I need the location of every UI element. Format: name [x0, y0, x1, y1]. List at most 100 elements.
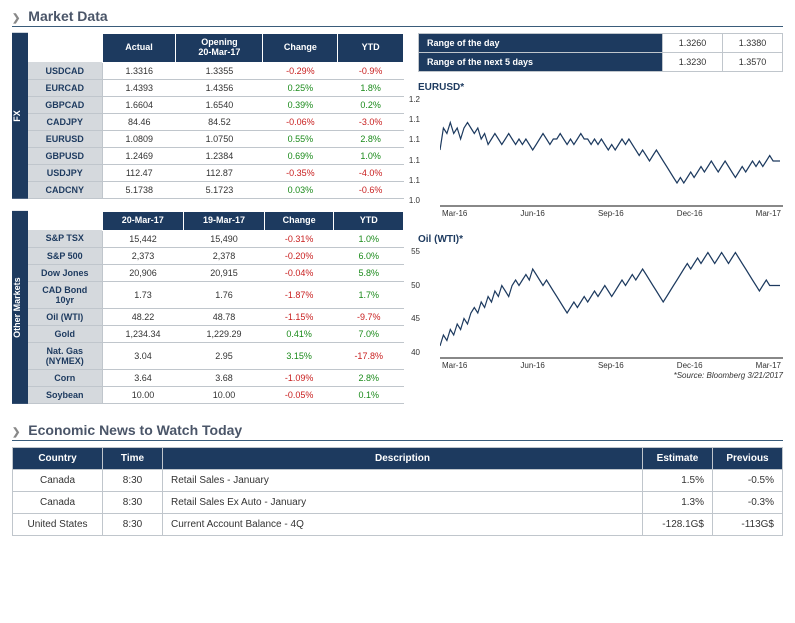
chart2-xaxis: Mar-16Jun-16Sep-16Dec-16Mar-17	[440, 361, 783, 370]
col-header: Previous	[713, 447, 783, 469]
range-table: Range of the day1.32601.3380Range of the…	[418, 33, 783, 72]
row-label: GBPCAD	[28, 96, 102, 113]
table-row: Gold1,234.341,229.290.41%7.0%	[28, 325, 404, 342]
table-row: Nat. Gas (NYMEX)3.042.953.15%-17.8%	[28, 342, 404, 369]
chart2-title: Oil (WTI)*	[418, 234, 783, 245]
xtick: Jun-16	[520, 209, 544, 218]
row-label: GBPUSD	[28, 147, 102, 164]
cell-change: -0.20%	[264, 247, 334, 264]
range-low: 1.3260	[663, 34, 723, 53]
row-label: Gold	[28, 325, 102, 342]
col-header: Opening20-Mar-17	[176, 34, 263, 63]
market-data-title: ❯ Market Data	[12, 8, 783, 27]
col-header: Country	[13, 447, 103, 469]
col-header: YTD	[338, 34, 404, 63]
cell-actual: 1.6604	[102, 96, 176, 113]
chart1-svg	[440, 95, 780, 205]
cell-country: United States	[13, 513, 103, 535]
cell-c1: 2,373	[102, 247, 184, 264]
cell-opening: 112.87	[176, 164, 263, 181]
ytick: 1.1	[402, 115, 420, 124]
table-row: CADCNY5.17385.17230.03%-0.6%	[28, 181, 404, 198]
cell-desc: Current Account Balance - 4Q	[163, 513, 643, 535]
chart1-yaxis: 1.21.11.11.11.11.0	[402, 95, 420, 205]
cell-ytd: 1.8%	[338, 79, 404, 96]
cell-opening: 1.3355	[176, 62, 263, 79]
cell-ytd: -9.7%	[334, 308, 404, 325]
table-row: EURCAD1.43931.43560.25%1.8%	[28, 79, 404, 96]
cell-c2: 2,378	[184, 247, 265, 264]
cell-actual: 5.1738	[102, 181, 176, 198]
other-markets-table: 20-Mar-1719-Mar-17ChangeYTDS&P TSX15,442…	[28, 211, 404, 404]
cell-actual: 1.3316	[102, 62, 176, 79]
table-row: S&P TSX15,44215,490-0.31%1.0%	[28, 230, 404, 247]
cell-ytd: 5.8%	[334, 264, 404, 281]
ytick: 1.1	[402, 135, 420, 144]
cell-desc: Retail Sales - January	[163, 469, 643, 491]
cell-c2: 2.95	[184, 342, 265, 369]
cell-c2: 15,490	[184, 230, 265, 247]
row-label: Oil (WTI)	[28, 308, 102, 325]
range-low: 1.3230	[663, 53, 723, 72]
row-label: Nat. Gas (NYMEX)	[28, 342, 102, 369]
col-header: Change	[263, 34, 338, 63]
cell-c2: 48.78	[184, 308, 265, 325]
fx-table-wrap: FX ActualOpening20-Mar-17ChangeYTDUSDCAD…	[12, 33, 404, 199]
cell-opening: 1.2384	[176, 147, 263, 164]
cell-ytd: 2.8%	[338, 130, 404, 147]
cell-change: -0.29%	[263, 62, 338, 79]
xtick: Mar-17	[756, 209, 781, 218]
cell-ytd: 7.0%	[334, 325, 404, 342]
range-row: Range of the day1.32601.3380	[419, 34, 783, 53]
news-row: Canada8:30Retail Sales - January1.5%-0.5…	[13, 469, 783, 491]
chart1-area: 1.21.11.11.11.11.0 Mar-16Jun-16Sep-16Dec…	[422, 95, 783, 218]
row-label: CADJPY	[28, 113, 102, 130]
cell-estimate: 1.5%	[643, 469, 713, 491]
cell-time: 8:30	[103, 469, 163, 491]
table-row: USDJPY112.47112.87-0.35%-4.0%	[28, 164, 404, 181]
table-row: CAD Bond 10yr1.731.76-1.87%1.7%	[28, 281, 404, 308]
cell-c1: 1.73	[102, 281, 184, 308]
cell-c1: 15,442	[102, 230, 184, 247]
cell-change: 0.55%	[263, 130, 338, 147]
cell-opening: 84.52	[176, 113, 263, 130]
cell-change: 0.41%	[264, 325, 334, 342]
table-row: CADJPY84.4684.52-0.06%-3.0%	[28, 113, 404, 130]
cell-change: -0.04%	[264, 264, 334, 281]
cell-change: 0.39%	[263, 96, 338, 113]
cell-time: 8:30	[103, 513, 163, 535]
chart2-area: 55504540 Mar-16Jun-16Sep-16Dec-16Mar-17	[422, 247, 783, 370]
ytick: 40	[402, 348, 420, 357]
cell-ytd: -0.6%	[338, 181, 404, 198]
cell-change: -1.15%	[264, 308, 334, 325]
table-row: Dow Jones20,90620,915-0.04%5.8%	[28, 264, 404, 281]
cell-ytd: 0.2%	[338, 96, 404, 113]
cell-ytd: 1.0%	[338, 147, 404, 164]
cell-change: -1.87%	[264, 281, 334, 308]
cell-actual: 1.0809	[102, 130, 176, 147]
cell-ytd: -17.8%	[334, 342, 404, 369]
chart1-xaxis: Mar-16Jun-16Sep-16Dec-16Mar-17	[440, 209, 783, 218]
ytick: 1.0	[402, 196, 420, 205]
cell-ytd: 0.1%	[334, 386, 404, 403]
cell-c1: 3.64	[102, 369, 184, 386]
cell-c2: 1,229.29	[184, 325, 265, 342]
col-header: 20-Mar-17	[102, 211, 184, 230]
row-label: EURUSD	[28, 130, 102, 147]
table-row: EURUSD1.08091.07500.55%2.8%	[28, 130, 404, 147]
table-row: Oil (WTI)48.2248.78-1.15%-9.7%	[28, 308, 404, 325]
fx-vlabel: FX	[12, 33, 28, 199]
cell-estimate: 1.3%	[643, 491, 713, 513]
news-row: United States8:30Current Account Balance…	[13, 513, 783, 535]
cell-change: 3.15%	[264, 342, 334, 369]
col-header: Actual	[102, 34, 176, 63]
xtick: Dec-16	[677, 361, 703, 370]
cell-ytd: 2.8%	[334, 369, 404, 386]
cell-ytd: -4.0%	[338, 164, 404, 181]
xtick: Mar-16	[442, 361, 467, 370]
chart2-yaxis: 55504540	[402, 247, 420, 357]
chevron-icon: ❯	[12, 13, 20, 24]
ytick: 1.1	[402, 156, 420, 165]
table-row: Corn3.643.68-1.09%2.8%	[28, 369, 404, 386]
cell-change: -0.35%	[263, 164, 338, 181]
